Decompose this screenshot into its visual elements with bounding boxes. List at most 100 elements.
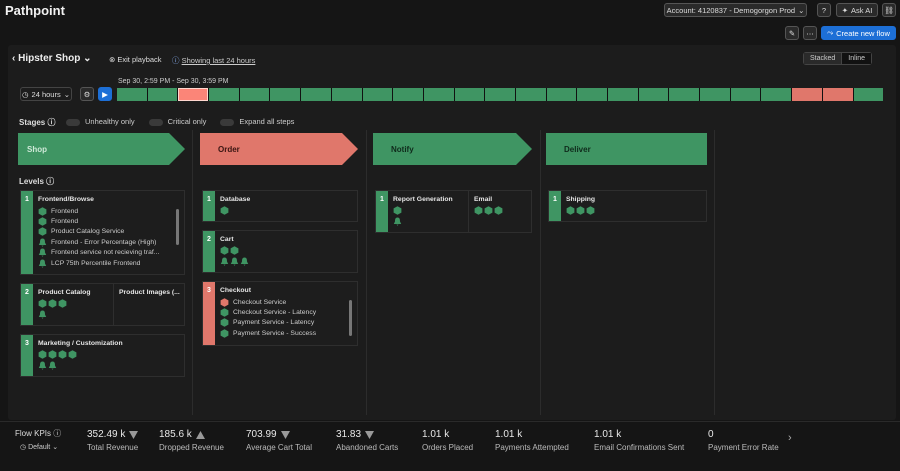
bell	[38, 238, 47, 247]
toggle[interactable]: Unhealthy only	[66, 117, 135, 126]
signals	[38, 299, 108, 320]
create-flow-button[interactable]: ⤳ Create new flow	[821, 26, 896, 40]
timeline-segment[interactable]	[423, 88, 454, 101]
kpi: 352.49 k Total Revenue	[87, 429, 139, 452]
account-menu[interactable]: Account: 4120837 - Demogorgon Prod ⌄	[664, 3, 807, 17]
timeline-segment[interactable]	[853, 88, 884, 101]
step[interactable]: Shipping	[561, 191, 706, 221]
steps: Database	[215, 191, 357, 221]
settings-button[interactable]: ⚙	[80, 87, 94, 101]
divider	[0, 421, 900, 422]
hex-icon	[576, 206, 585, 215]
hex	[38, 350, 47, 360]
more-button[interactable]: ⋯	[803, 26, 817, 40]
timeline-segment[interactable]	[485, 88, 515, 101]
timeline-segment[interactable]	[209, 88, 239, 101]
sparkle: ✦	[841, 5, 849, 15]
step[interactable]: Checkout Checkout Service Checkout Service…	[215, 282, 357, 345]
trend	[129, 430, 139, 439]
step[interactable]: Product Catalog	[33, 284, 113, 325]
hex	[38, 299, 47, 309]
level-card: 1 Frontend/Browse Frontend Frontend Product …	[20, 190, 185, 276]
level-number: 1	[376, 191, 388, 232]
timeline-segment[interactable]	[792, 88, 822, 101]
kpi-value: 1.01 k	[594, 429, 622, 440]
hex-icon	[220, 297, 229, 307]
bell-icon	[38, 238, 47, 247]
timeline-segment[interactable]	[362, 88, 393, 101]
exit-playback[interactable]: ⊗ Exit playback	[109, 55, 162, 64]
kpi: 1.01 k Email Confirmations Sent	[594, 429, 684, 452]
hex-icon	[38, 299, 47, 309]
hex-icon	[38, 227, 47, 237]
stage-arrow	[18, 133, 185, 165]
timeline-segment[interactable]	[454, 88, 485, 101]
step-name: Report Generation	[393, 196, 453, 203]
toggle[interactable]: Critical only	[148, 117, 206, 126]
stage-column: 1 Report Generation Email	[375, 190, 532, 233]
flow-selector[interactable]: ‹ Hipster Shop ⌄	[12, 53, 92, 64]
timeline-segment[interactable]	[117, 88, 147, 101]
hex-icon	[220, 206, 229, 215]
edit-button[interactable]: ✎	[785, 26, 799, 40]
play-button[interactable]: ▶	[98, 87, 112, 101]
kpi-name: Dropped Revenue	[159, 443, 224, 452]
timeline-segment[interactable]	[239, 88, 270, 101]
hex	[220, 297, 229, 307]
kpi-preset[interactable]: ◷ Default ⌄	[20, 444, 59, 451]
hex-icon	[58, 350, 67, 360]
step-name: Product Images (...	[119, 289, 180, 297]
timeline-segment[interactable]	[730, 88, 761, 101]
timeline-segment[interactable]	[638, 88, 669, 101]
hex	[68, 350, 77, 360]
level-number: 1	[21, 191, 33, 275]
timeline-segment[interactable]	[178, 88, 209, 101]
bell-icon	[48, 361, 57, 371]
hex-icon	[48, 299, 57, 309]
step[interactable]: Frontend/Browse Frontend Frontend Product C…	[33, 191, 184, 274]
help-button[interactable]: ?	[817, 3, 831, 17]
timeline-segment[interactable]	[393, 88, 423, 101]
timeline-segment[interactable]	[270, 88, 301, 101]
step[interactable]: Cart	[215, 231, 357, 272]
signal-row: Frontend	[38, 216, 179, 226]
timeline-segment[interactable]	[761, 88, 792, 101]
signals	[220, 246, 290, 266]
step[interactable]: Email	[468, 191, 549, 232]
signal-row: Frontend service not recieving traf...	[38, 248, 179, 258]
timeline-segment[interactable]	[331, 88, 362, 101]
timeline-segment[interactable]	[515, 88, 546, 101]
steps: Product Catalog Product Images (...	[33, 284, 194, 326]
showing-info[interactable]: ⓘ Showing last 24 hours	[172, 56, 256, 65]
step[interactable]: Product Images (...	[113, 284, 194, 326]
step[interactable]: Report Generation	[388, 191, 468, 232]
step[interactable]: Marketing / Customization	[33, 335, 184, 376]
toggle[interactable]: Expand all steps	[220, 117, 294, 126]
signal-row: Product Catalog Service	[38, 227, 179, 237]
range-label: 24 hours	[31, 89, 61, 99]
toggle-label: Unhealthy only	[85, 117, 135, 126]
range-button[interactable]: ◷ 24 hours ⌄	[20, 87, 72, 101]
toggles: Unhealthy only Critical only Expand all st…	[66, 117, 294, 126]
kpi-next[interactable]: ›	[788, 432, 792, 444]
link-button[interactable]: ⛓	[882, 3, 896, 17]
step-name: Product Catalog	[38, 289, 91, 297]
timeline-segment[interactable]	[608, 88, 638, 101]
timeline-segment[interactable]	[546, 88, 577, 101]
timeline-segment[interactable]	[147, 88, 178, 101]
kpi-value-row: 352.49 k	[87, 429, 139, 440]
timeline-segment[interactable]	[577, 88, 607, 101]
stage-name: Notify	[391, 145, 414, 154]
timeline-segment[interactable]	[700, 88, 730, 101]
step[interactable]: Database	[215, 191, 357, 221]
view-option[interactable]: Stacked	[804, 53, 842, 64]
stage-arrow	[546, 133, 707, 165]
view-option[interactable]: Inline	[841, 53, 872, 64]
kpi: 185.6 k Dropped Revenue	[159, 429, 224, 452]
timeline-segment[interactable]	[301, 88, 331, 101]
ask-ai-button[interactable]: ✦ Ask AI	[836, 3, 878, 17]
timeline-segment[interactable]	[822, 88, 853, 101]
ask-ai-label: Ask AI	[851, 5, 873, 15]
kpi-name: Payments Attempted	[495, 443, 569, 452]
timeline-segment[interactable]	[669, 88, 700, 101]
